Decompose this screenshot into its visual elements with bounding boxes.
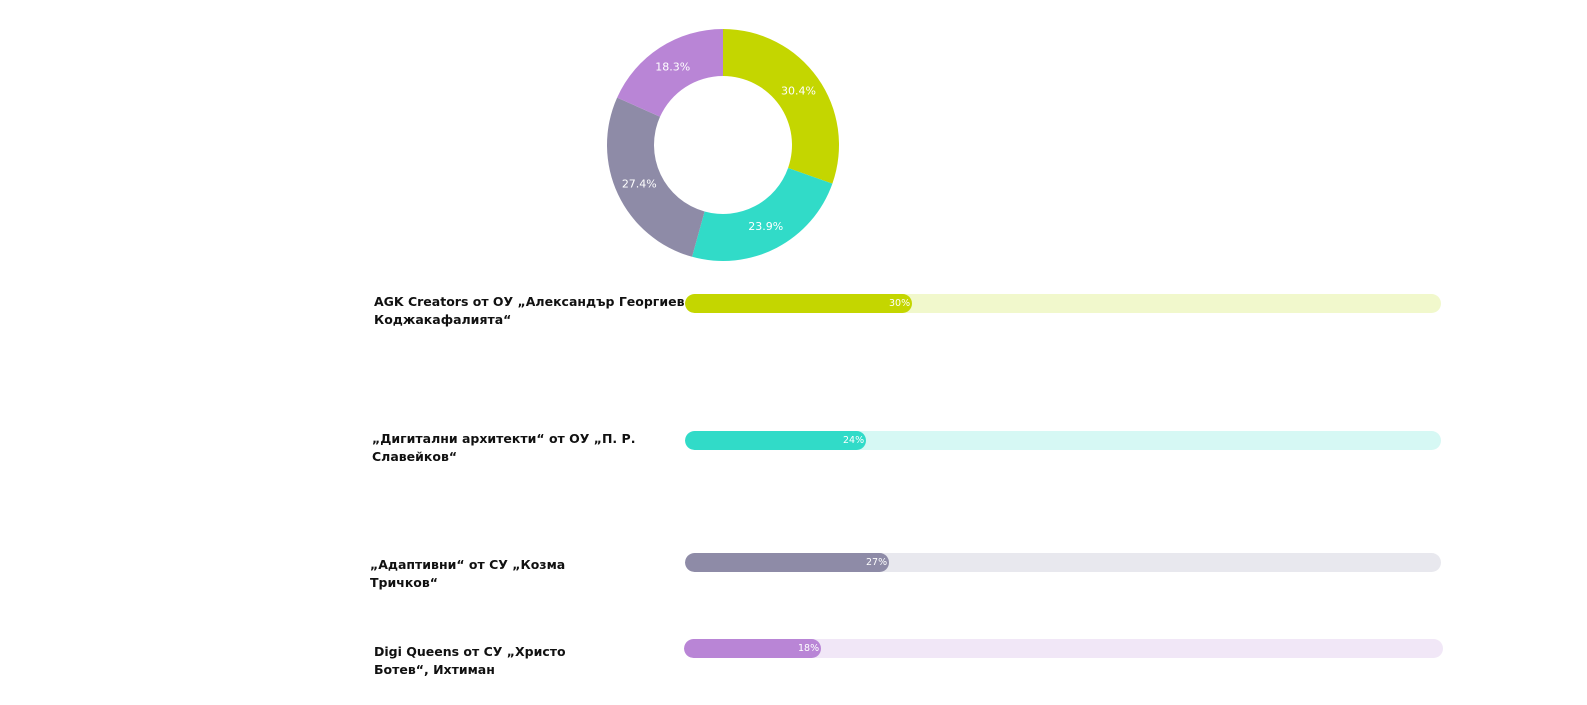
donut-slice-label-adaptivni: 27.4% — [622, 177, 657, 190]
row-label-line: Коджакафалията“ — [374, 312, 512, 327]
donut-slice-label-digi-queens: 18.3% — [655, 60, 690, 73]
bar-track-digital-architects: 24% — [685, 431, 1441, 450]
bar-track-adaptivni: 27% — [685, 553, 1441, 572]
bar-fill-adaptivni — [685, 553, 889, 572]
row-label-line: Ботев“, Ихтиман — [374, 662, 495, 677]
row-label-adaptivni: „Адаптивни“ от СУ „Козма Тричков“ — [370, 556, 565, 592]
row-label-agk-creators: AGK Creators от ОУ „Александър Георгиев-… — [374, 293, 690, 329]
row-label-digital-architects: „Дигитални архитекти“ от ОУ „П. Р. Славе… — [372, 430, 635, 466]
row-label-line: „Адаптивни“ от СУ „Козма — [370, 557, 566, 572]
donut-slice-adaptivni — [607, 97, 705, 257]
row-label-line: „Дигитални архитекти“ от ОУ „П. Р. — [372, 431, 636, 446]
bar-value-label-adaptivni: 27% — [866, 557, 888, 568]
bar-fill-agk-creators — [685, 294, 912, 313]
bar-track-agk-creators: 30% — [685, 294, 1441, 313]
bar-value-label-digital-architects: 24% — [843, 435, 865, 446]
donut-slice-digi-queens — [617, 29, 723, 117]
donut-slice-agk-creators — [723, 29, 839, 184]
row-label-line: Digi Queens от СУ „Христо — [374, 644, 566, 659]
donut-slice-digital-architects — [692, 167, 833, 261]
row-label-line: AGK Creators от ОУ „Александър Георгиев- — [374, 294, 690, 309]
bar-track-digi-queens: 18% — [684, 639, 1443, 658]
bar-fill-digital-architects — [685, 431, 866, 450]
row-label-line: Славейков“ — [372, 449, 458, 464]
row-label-digi-queens: Digi Queens от СУ „Христо Ботев“, Ихтима… — [374, 643, 566, 679]
donut-slice-label-agk-creators: 30.4% — [781, 85, 816, 98]
row-label-line: Тричков“ — [370, 575, 439, 590]
donut-chart: 30.4% 23.9% 27.4% 18.3% — [607, 29, 839, 261]
bar-value-label-digi-queens: 18% — [798, 643, 820, 654]
bar-fill-digi-queens — [684, 639, 821, 658]
bar-value-label-agk-creators: 30% — [889, 298, 911, 309]
donut-slice-label-digital-architects: 23.9% — [748, 220, 783, 233]
